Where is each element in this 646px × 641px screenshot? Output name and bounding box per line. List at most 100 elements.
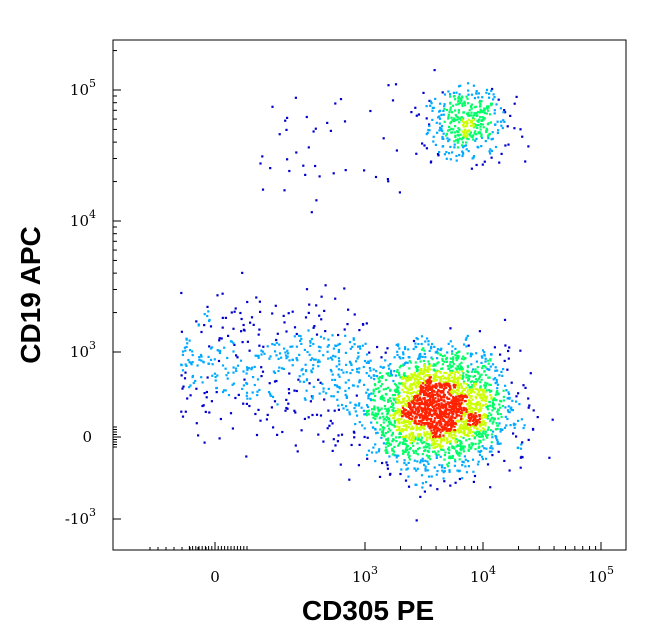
scatter-point [409,433,412,436]
scatter-point [440,385,443,388]
scatter-point [388,417,391,421]
scatter-point [206,376,209,379]
scatter-point [437,398,440,401]
scatter-point [472,138,475,141]
scatter-point [453,380,456,383]
scatter-point [480,100,483,103]
scatter-point [449,108,452,111]
scatter-point [348,341,352,344]
scatter-point [393,425,396,428]
scatter-point [466,390,469,394]
scatter-point [406,424,409,427]
scatter-point [448,449,451,452]
scatter-point [480,415,483,418]
scatter-point [438,376,442,379]
scatter-point [467,384,470,387]
scatter-point [403,459,406,462]
scatter-point [458,117,461,120]
scatter-point [399,441,402,444]
scatter-point [305,369,308,372]
scatter-point [464,338,467,341]
scatter-point [464,399,467,403]
scatter-point [519,456,522,459]
scatter-point [527,145,530,148]
scatter-point [419,398,422,401]
scatter-point [420,459,423,462]
scatter-point [341,403,344,407]
scatter-point [323,337,326,340]
scatter-point [214,375,217,379]
scatter-point [455,154,458,158]
scatter-point [446,447,450,450]
scatter-point [317,359,320,362]
scatter-point [226,356,229,360]
scatter-point [437,450,440,453]
scatter-point [345,371,348,374]
scatter-point [427,462,430,465]
scatter-point [371,398,375,402]
scatter-point [421,482,424,485]
scatter-point [203,324,206,327]
scatter-point [425,481,428,484]
scatter-point [469,381,472,384]
scatter-point [461,141,464,144]
scatter-point [520,418,523,421]
scatter-point [180,410,183,413]
scatter-point [203,392,206,395]
scatter-point [442,477,445,480]
scatter-point [210,400,213,403]
scatter-point [395,398,398,401]
scatter-point [428,376,431,379]
scatter-point [383,435,386,438]
scatter-point [345,395,348,398]
scatter-point [386,178,389,181]
scatter-point [269,355,272,358]
scatter-point [404,409,408,412]
scatter-point [456,118,459,121]
scatter-point [398,442,401,446]
scatter-point [529,372,532,375]
scatter-point [483,428,486,431]
scatter-point [365,372,368,375]
scatter-point [455,115,458,118]
scatter-point [298,353,301,356]
scatter-point [433,427,436,430]
scatter-point [357,404,360,407]
scatter-point [504,406,507,409]
scatter-point [285,357,288,360]
scatter-point [246,340,249,343]
scatter-point [299,335,302,338]
scatter-point [400,468,403,471]
scatter-point [362,365,365,369]
scatter-point [391,449,394,452]
scatter-point [449,455,452,458]
scatter-point [432,364,435,367]
scatter-point [305,288,309,291]
scatter-point [402,373,406,376]
scatter-point [323,398,326,401]
scatter-point [381,394,384,397]
scatter-point [386,464,389,467]
scatter-point [480,378,483,381]
scatter-point [478,415,481,418]
scatter-point [422,418,425,421]
scatter-point [440,124,444,128]
scatter-point [468,407,471,410]
scatter-point [498,422,501,425]
scatter-point [392,397,395,400]
scatter-point [427,343,430,346]
scatter-point [436,435,439,438]
scatter-point [420,348,424,351]
scatter-point [388,374,392,377]
scatter-point [434,435,437,439]
scatter-point [484,403,488,406]
scatter-point [477,377,481,380]
scatter-point [456,133,459,137]
scatter-point [326,121,329,124]
scatter-point [302,373,305,376]
scatter-point [425,410,428,413]
scatter-point [474,416,477,419]
scatter-point [208,345,211,348]
scatter-point [439,405,442,409]
scatter-point [402,353,405,356]
